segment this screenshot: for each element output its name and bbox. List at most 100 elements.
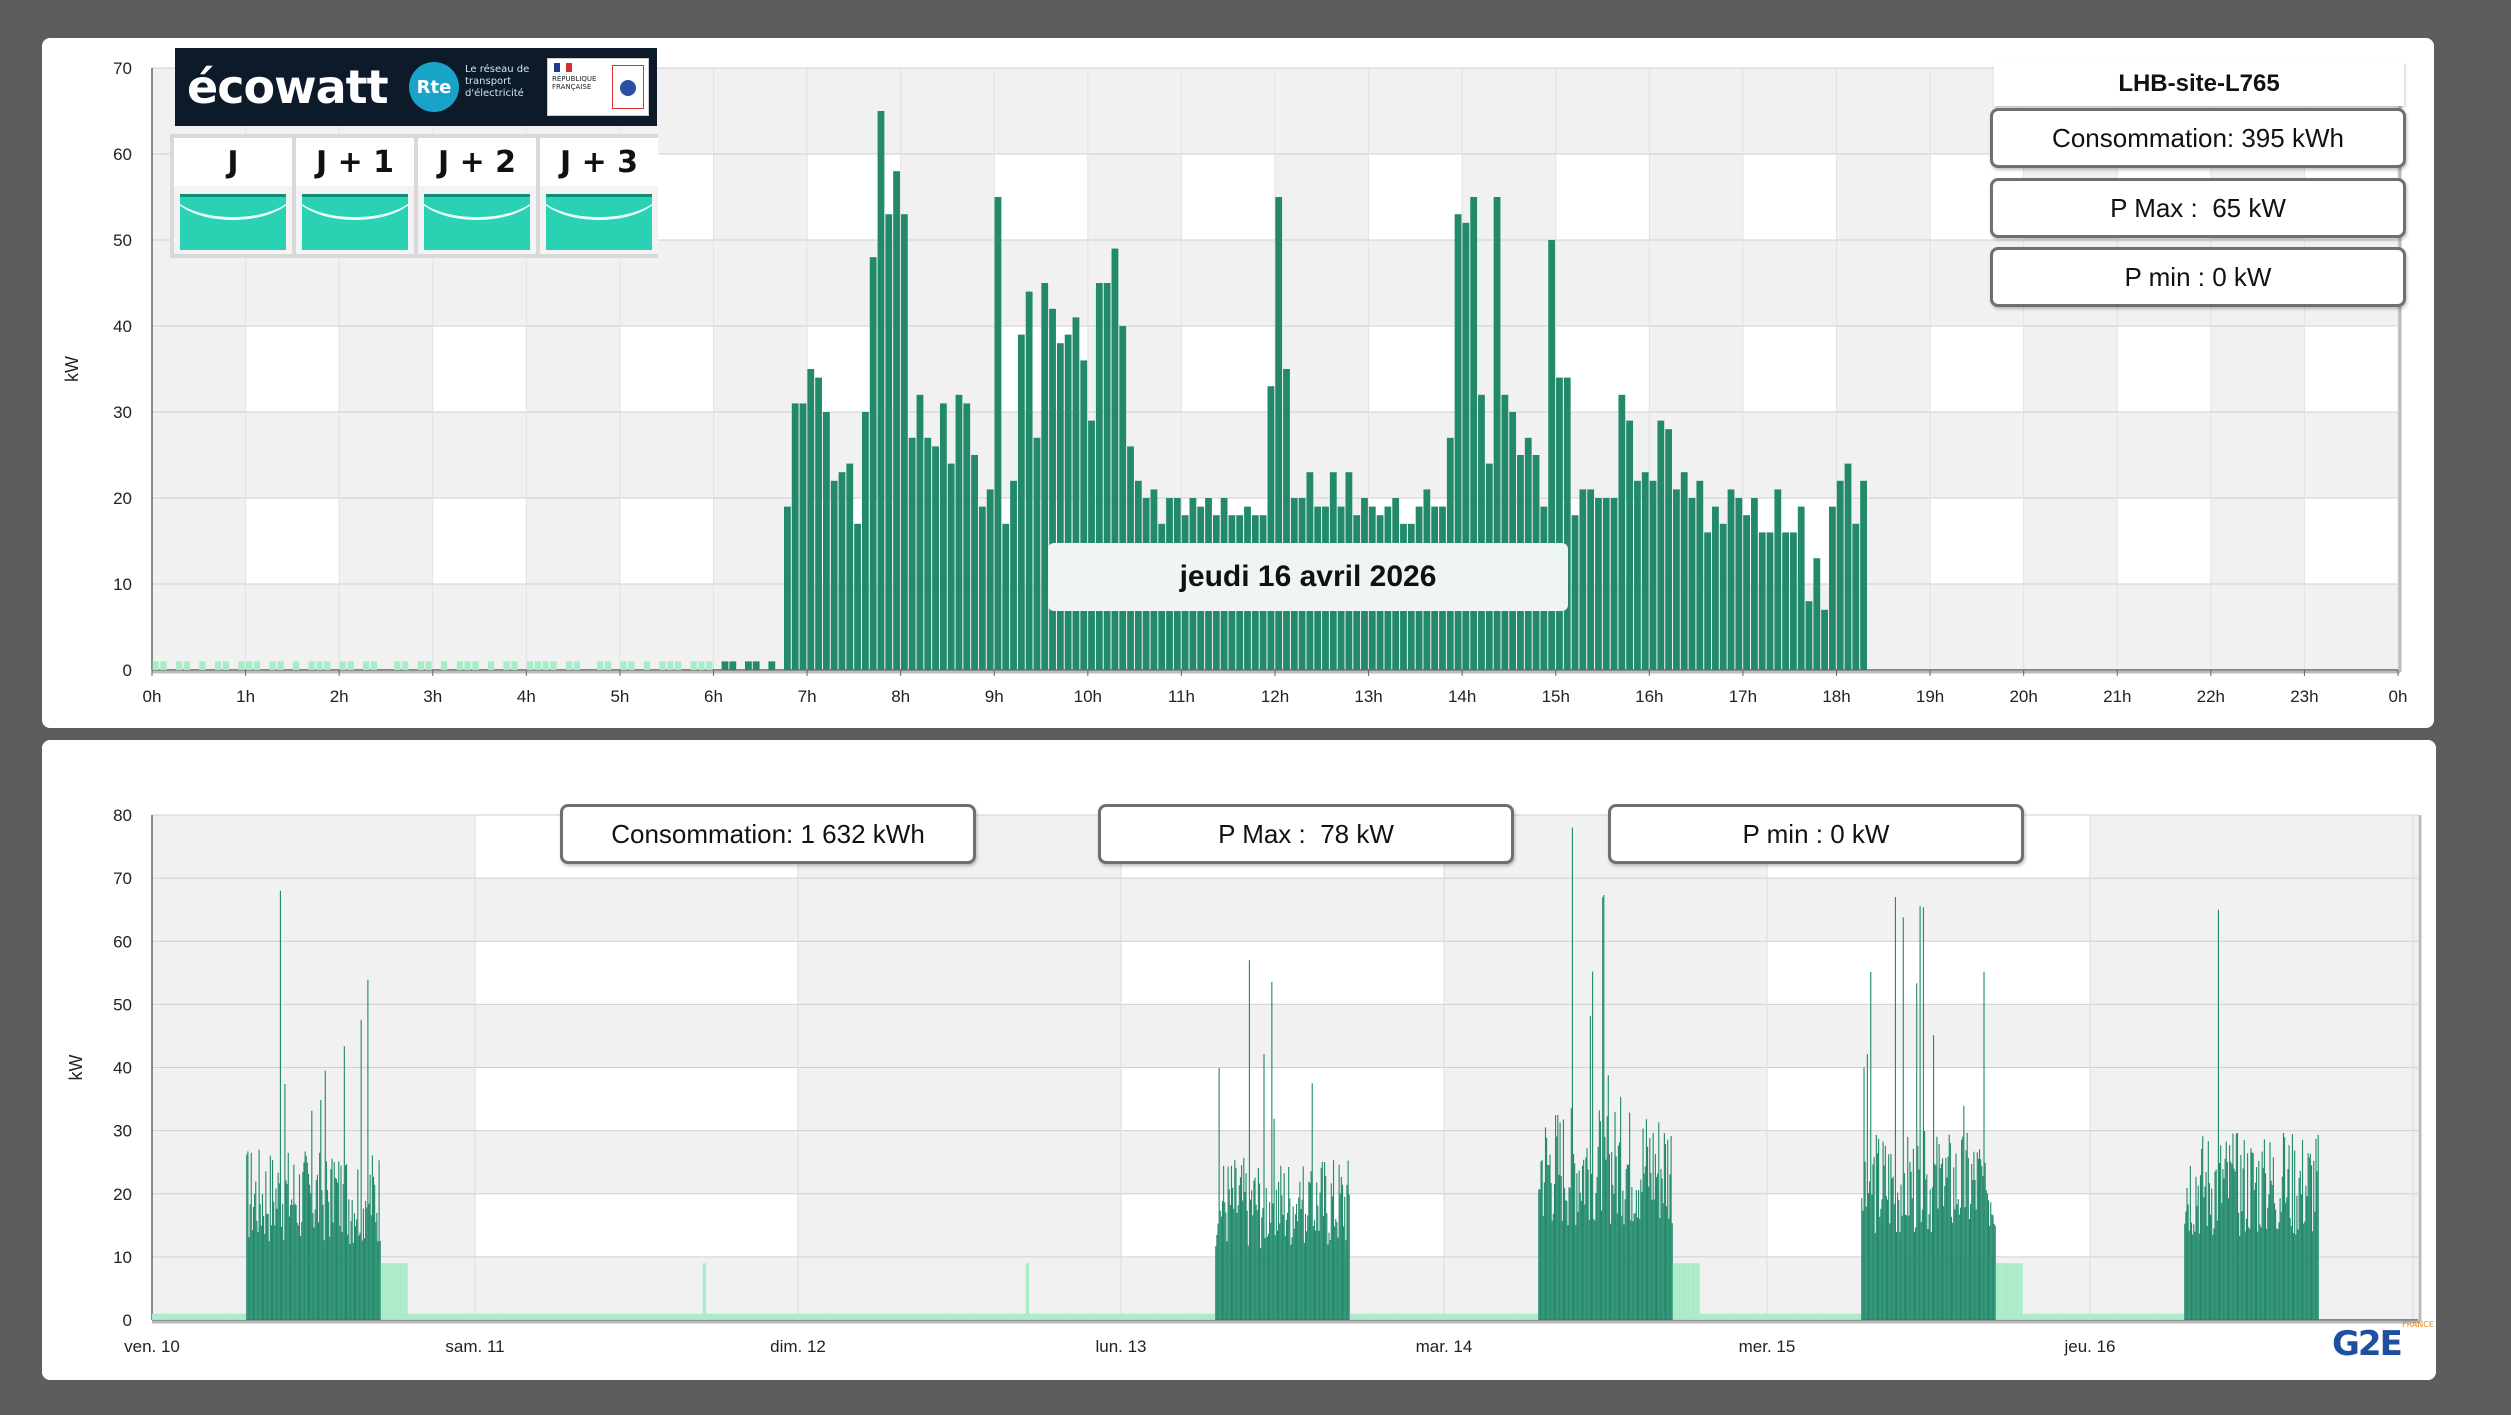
data-bar xyxy=(1934,1163,1936,1320)
data-bar xyxy=(749,1313,751,1320)
data-bar xyxy=(2267,1207,2269,1320)
data-bar xyxy=(1439,1313,1441,1320)
data-bar xyxy=(494,1313,496,1320)
data-bar xyxy=(701,1313,703,1320)
data-bar xyxy=(1322,1216,1324,1320)
data-bar xyxy=(1842,1313,1844,1320)
data-bar xyxy=(442,1313,444,1320)
data-bar xyxy=(1948,1134,1950,1320)
data-bar xyxy=(2286,1197,2288,1320)
data-bar xyxy=(550,1313,552,1320)
data-bar xyxy=(1751,498,1758,670)
data-bar xyxy=(625,1313,627,1320)
data-bar xyxy=(880,1313,883,1320)
y-tick-label: 50 xyxy=(113,231,132,250)
data-bar xyxy=(1368,1313,1370,1320)
data-bar xyxy=(1697,1263,1699,1320)
data-bar xyxy=(609,1313,611,1320)
data-bar-low xyxy=(199,661,206,670)
data-bar xyxy=(466,1313,468,1320)
data-bar xyxy=(1300,1209,1302,1320)
data-bar xyxy=(1315,1230,1317,1320)
data-bar xyxy=(1246,1210,1248,1320)
data-bar xyxy=(1149,1313,1151,1320)
data-bar xyxy=(556,1313,558,1320)
data-bar xyxy=(425,1313,427,1320)
data-bar xyxy=(2052,1313,2055,1320)
data-bar xyxy=(1128,1313,1130,1320)
data-bar xyxy=(1567,1225,1569,1320)
data-bar xyxy=(1692,1263,1695,1320)
data-bar xyxy=(628,1313,630,1320)
data-bar xyxy=(813,1313,815,1320)
data-bar xyxy=(2061,1313,2064,1320)
data-bar xyxy=(2165,1313,2167,1320)
data-bar xyxy=(583,1313,585,1320)
data-bar xyxy=(1282,1214,1284,1320)
data-bar xyxy=(1108,1313,1110,1320)
data-bar xyxy=(1915,1227,1917,1320)
data-bar xyxy=(1175,1313,1178,1320)
data-bar xyxy=(2131,1313,2133,1320)
data-bar xyxy=(665,1313,667,1320)
data-bar xyxy=(1722,1313,1724,1320)
data-bar xyxy=(331,1158,333,1320)
data-bar xyxy=(2125,1313,2128,1320)
data-bar xyxy=(1122,1313,1124,1320)
data-bar xyxy=(2171,1313,2173,1320)
data-bar xyxy=(1436,1313,1438,1320)
data-bar xyxy=(319,1152,321,1320)
data-bar xyxy=(690,1313,692,1320)
data-bar xyxy=(1598,1110,1600,1320)
data-bar xyxy=(1998,1263,2000,1320)
data-bar-low xyxy=(690,661,697,670)
data-bar xyxy=(228,1313,230,1320)
data-bar xyxy=(1205,1313,1207,1320)
data-bar xyxy=(1137,1313,1139,1320)
data-bar xyxy=(1451,1313,1453,1320)
data-bar xyxy=(2036,1313,2038,1320)
data-bar xyxy=(1635,1190,1637,1320)
data-bar xyxy=(663,1313,665,1320)
data-bar xyxy=(1048,1313,1050,1320)
data-bar xyxy=(482,1313,484,1320)
data-bar xyxy=(1612,1184,1614,1320)
data-bar xyxy=(2026,1313,2028,1320)
data-bar xyxy=(747,1313,749,1320)
data-bar xyxy=(1290,1244,1292,1320)
data-bar xyxy=(1801,1313,1803,1320)
data-bar xyxy=(399,1263,401,1320)
data-bar xyxy=(1655,1177,1658,1320)
data-bar xyxy=(288,1216,290,1320)
data-bar xyxy=(1461,1313,1464,1320)
data-bar xyxy=(1012,1313,1014,1320)
data-bar xyxy=(341,1232,343,1320)
data-bar xyxy=(704,1263,707,1320)
data-bar xyxy=(612,1313,615,1320)
data-bar xyxy=(1292,1206,1294,1320)
data-bar xyxy=(471,1313,473,1320)
data-bar xyxy=(2231,1163,2233,1320)
data-bar xyxy=(1428,1313,1430,1320)
data-bar xyxy=(1502,1313,1504,1320)
data-bar xyxy=(1229,1204,1231,1320)
data-bar xyxy=(977,1313,979,1320)
data-bar xyxy=(1321,1161,1323,1320)
data-bar xyxy=(1203,1313,1206,1320)
plot-band xyxy=(2304,326,2398,412)
x-tick-label: 21h xyxy=(2103,687,2131,706)
data-bar xyxy=(1375,1313,1377,1320)
forecast-day-label: J + 2 xyxy=(418,138,536,186)
plot-band xyxy=(1930,326,2024,412)
data-bar xyxy=(453,1313,455,1320)
data-bar xyxy=(1280,1165,1282,1320)
x-tick-label: 11h xyxy=(1168,687,1195,706)
data-bar xyxy=(1841,1313,1843,1320)
data-bar xyxy=(2055,1313,2057,1320)
data-bar xyxy=(2120,1313,2122,1320)
data-bar xyxy=(527,1313,529,1320)
data-bar xyxy=(270,1225,273,1320)
data-bar xyxy=(2192,1234,2194,1320)
data-bar xyxy=(955,394,963,670)
data-bar xyxy=(1980,1159,1982,1320)
